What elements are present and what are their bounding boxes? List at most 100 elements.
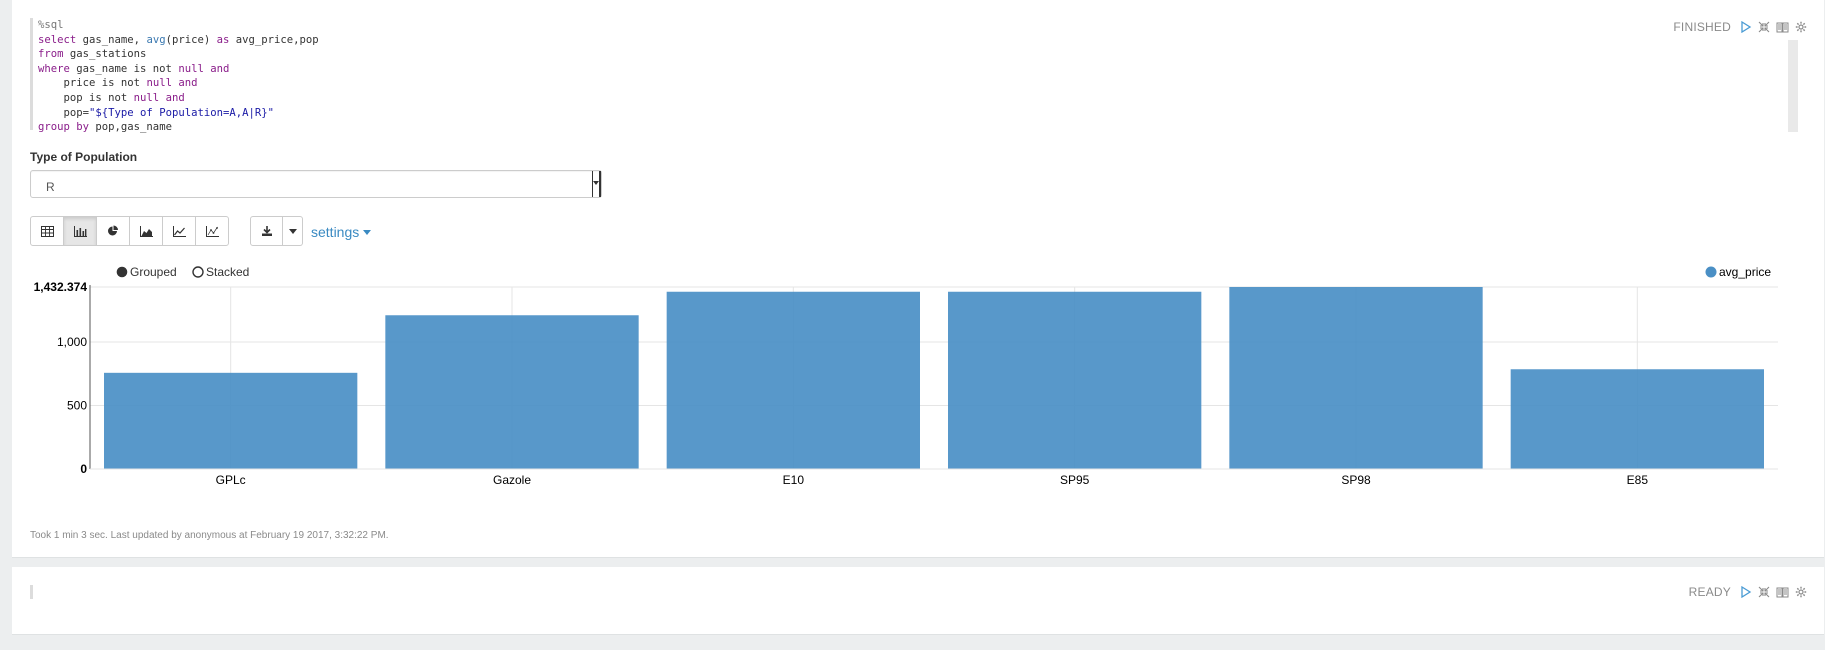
code-token: and xyxy=(165,91,185,104)
settings-label: settings xyxy=(311,224,360,240)
download-group xyxy=(250,216,303,246)
x-axis: GPLc Gazole E10 SP95 SP98 E85 xyxy=(90,468,1778,487)
chevron-down-icon xyxy=(288,228,297,234)
code-token: gas_name is not xyxy=(69,62,179,75)
code-token: %sql xyxy=(38,19,64,31)
code-token: as xyxy=(216,33,230,46)
bar-sp95[interactable] xyxy=(948,291,1202,469)
x-tick-label: SP98 xyxy=(1341,473,1371,487)
editor-gutter xyxy=(30,18,33,130)
grouped-label: Grouped xyxy=(130,265,177,279)
caret-down-icon xyxy=(363,229,372,235)
pie-chart-icon xyxy=(108,225,118,236)
bar-gazole[interactable] xyxy=(385,315,639,469)
book-icon[interactable] xyxy=(1776,586,1789,598)
settings-link[interactable]: settings xyxy=(311,224,372,240)
legend-label: avg_price xyxy=(1719,265,1771,279)
y-tick-label: 1,000 xyxy=(57,335,87,349)
legend-swatch[interactable] xyxy=(1705,266,1717,278)
population-select[interactable]: R xyxy=(30,170,602,198)
code-line[interactable]: pop="${Type of Population=A,A|R}" xyxy=(38,106,319,121)
bar-chart-button[interactable] xyxy=(63,216,97,246)
area-chart-icon xyxy=(139,225,153,237)
status-label: FINISHED xyxy=(1673,20,1731,34)
download-dropdown-button[interactable] xyxy=(283,216,303,246)
code-line[interactable]: price is not null and xyxy=(38,76,319,91)
code-token: where xyxy=(38,62,70,75)
x-tick-label: GPLc xyxy=(216,473,246,487)
chart-bars xyxy=(104,287,1764,469)
code-token: price is not xyxy=(38,77,147,90)
y-tick-label: 0 xyxy=(80,462,87,476)
form-label: Type of Population xyxy=(30,150,138,164)
chart-toolbar xyxy=(30,216,229,246)
code-token: and xyxy=(210,62,230,75)
code-token: "${Type of Population=A,A|R}" xyxy=(89,106,274,119)
download-icon xyxy=(261,226,272,236)
x-tick-label: E85 xyxy=(1627,473,1649,487)
code-token: pop,gas_name xyxy=(89,121,172,134)
download-button[interactable] xyxy=(250,216,283,246)
hide-editor-icon[interactable] xyxy=(1758,21,1770,33)
editor-gutter-empty[interactable] xyxy=(30,585,33,599)
bar-sp98[interactable] xyxy=(1229,287,1483,469)
bar-gplc[interactable] xyxy=(104,372,358,469)
code-line[interactable]: where gas_name is not null and xyxy=(38,62,319,77)
bar-chart: Grouped Stacked avg_price 0 500 1,000 1,432… xyxy=(34,265,1778,487)
paragraph-footer: Took 1 min 3 sec. Last updated by anonym… xyxy=(30,530,389,541)
stacked-radio[interactable] xyxy=(192,266,204,278)
table-icon xyxy=(40,225,54,237)
code-token: (price) xyxy=(165,33,217,46)
y-tick-label: 1,432.374 xyxy=(34,280,88,294)
code-token: null xyxy=(133,91,160,104)
code-token: gas_name, xyxy=(76,33,147,46)
scatter-chart-button[interactable] xyxy=(195,216,229,246)
y-tick-label: 500 xyxy=(67,398,87,412)
table-view-button[interactable] xyxy=(30,216,64,246)
bar-chart-icon xyxy=(73,225,87,237)
code-token: null xyxy=(146,77,172,90)
code-token: avg_price,pop xyxy=(229,33,319,46)
code-token: pop= xyxy=(38,106,90,119)
code-token: select xyxy=(38,33,77,46)
chart-legend: avg_price xyxy=(1705,265,1771,279)
grouped-radio[interactable] xyxy=(116,266,128,278)
run-icon[interactable] xyxy=(1740,586,1752,598)
code-line[interactable]: %sql xyxy=(38,18,319,33)
gear-icon[interactable] xyxy=(1795,21,1807,33)
hide-editor-icon[interactable] xyxy=(1758,586,1770,598)
select-value: R xyxy=(46,180,55,194)
chevron-down-icon xyxy=(592,171,601,197)
code-token: from xyxy=(38,48,64,61)
code-token: group by xyxy=(38,121,90,134)
code-line[interactable]: pop is not null and xyxy=(38,91,319,106)
code-token: gas_stations xyxy=(63,48,147,61)
x-tick-label: E10 xyxy=(783,473,805,487)
code-token: avg xyxy=(146,33,166,46)
code-line[interactable]: select gas_name, avg(price) as avg_price… xyxy=(38,33,319,48)
stacked-label: Stacked xyxy=(206,265,249,279)
book-icon[interactable] xyxy=(1776,21,1789,33)
bar-e85[interactable] xyxy=(1510,369,1764,469)
code-line[interactable]: from gas_stations xyxy=(38,47,319,62)
code-token: and xyxy=(178,77,198,90)
chart-options: Grouped Stacked xyxy=(116,265,249,279)
area-chart-button[interactable] xyxy=(129,216,163,246)
code-editor[interactable]: %sql select gas_name, avg(price) as avg_p… xyxy=(30,16,1800,133)
x-tick-label: Gazole xyxy=(493,473,531,487)
code-line[interactable]: group by pop,gas_name xyxy=(38,120,319,135)
paragraph-ready xyxy=(12,567,1824,635)
run-icon[interactable] xyxy=(1740,21,1752,33)
gear-icon[interactable] xyxy=(1795,586,1807,598)
bar-e10[interactable] xyxy=(666,291,920,469)
x-tick-label: SP95 xyxy=(1060,473,1090,487)
editor-scrollbar[interactable] xyxy=(1788,40,1798,132)
paragraph-status-bar: FINISHED xyxy=(1673,20,1807,34)
code-token: pop is not xyxy=(38,91,134,104)
sql-code[interactable]: %sql select gas_name, avg(price) as avg_p… xyxy=(38,18,319,135)
code-token: null xyxy=(178,62,204,75)
line-chart-button[interactable] xyxy=(162,216,196,246)
status-label: READY xyxy=(1688,585,1731,599)
pie-chart-button[interactable] xyxy=(96,216,130,246)
paragraph2-status-bar: READY xyxy=(1689,585,1807,599)
